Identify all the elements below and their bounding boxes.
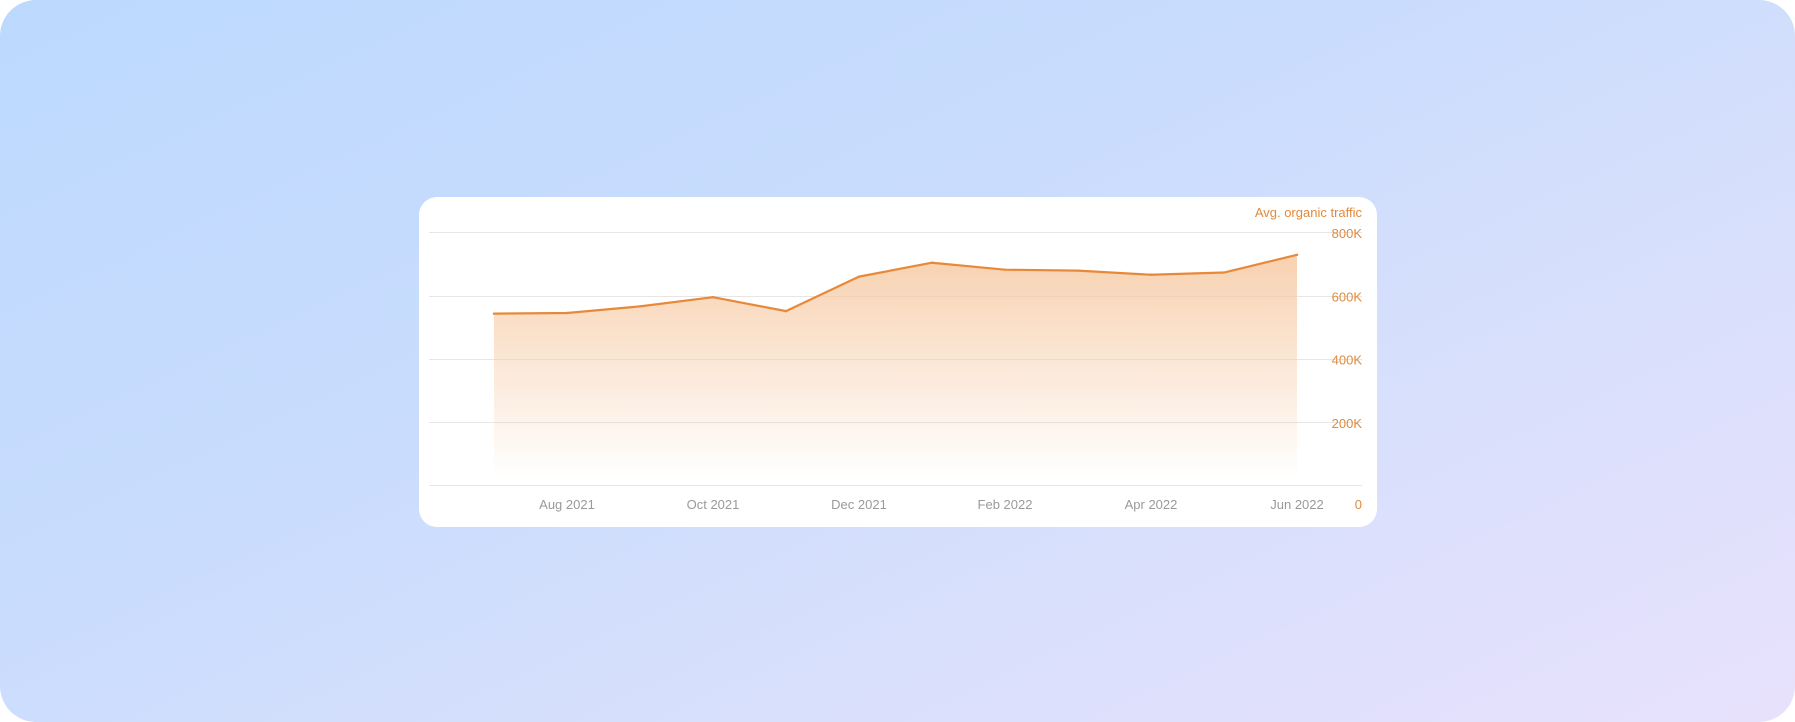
y-tick-label: 400K	[1332, 353, 1363, 368]
x-tick-label: Apr 2022	[1125, 497, 1178, 512]
x-tick-label: Aug 2021	[539, 497, 595, 512]
y-tick-label: 200K	[1332, 416, 1363, 431]
series-line	[492, 253, 1299, 315]
data-point	[565, 311, 569, 315]
data-point	[711, 295, 715, 299]
y-axis-title: Avg. organic traffic	[1255, 205, 1363, 220]
data-point	[1149, 273, 1153, 276]
x-tick-label: Oct 2021	[687, 497, 740, 512]
data-point	[1003, 268, 1007, 271]
chart-card: Avg. organic traffic 800K 600K 400K 200K 0 A…	[419, 197, 1377, 527]
x-tick-label: Dec 2021	[831, 497, 887, 512]
data-point	[1295, 253, 1299, 257]
data-point	[1076, 269, 1080, 272]
series-area	[494, 254, 1297, 478]
data-point	[784, 309, 788, 313]
y-tick-label: 600K	[1332, 289, 1363, 304]
x-tick-label: Feb 2022	[978, 497, 1033, 512]
data-point	[638, 305, 642, 308]
data-point	[930, 261, 934, 264]
x-tick-label: Jun 2022	[1270, 497, 1324, 512]
traffic-chart: Avg. organic traffic 800K 600K 400K 200K 0 A…	[429, 205, 1363, 512]
y-tick-label: 800K	[1332, 226, 1363, 241]
data-point	[492, 312, 496, 315]
y-tick-label: 0	[1355, 497, 1362, 512]
data-point	[1222, 271, 1226, 274]
data-point	[857, 275, 861, 278]
